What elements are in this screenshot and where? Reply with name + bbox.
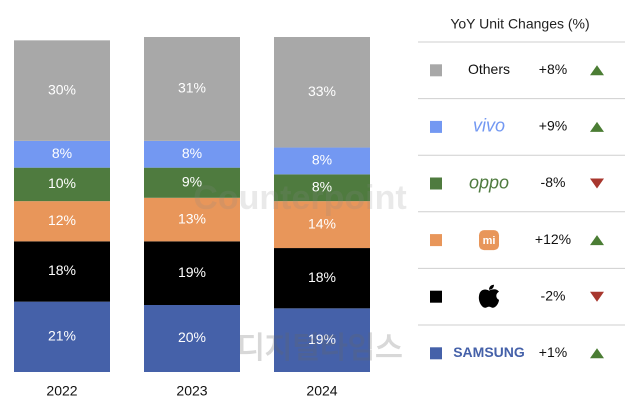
bar-segment: [274, 37, 370, 148]
bar-segment: [274, 308, 370, 372]
yoy-label: -8%: [541, 174, 566, 190]
legend-swatch: [430, 177, 442, 190]
yoy-label: +9%: [539, 118, 567, 134]
legend-swatch: [430, 290, 442, 303]
value-label: 19%: [178, 264, 206, 280]
legend-swatch: [430, 347, 442, 360]
watermark: Counterpoint: [193, 179, 406, 217]
legend-label: oppo: [469, 172, 509, 192]
value-label: 21%: [48, 328, 76, 344]
brand-icon: [478, 284, 499, 308]
bar-segment: [144, 167, 240, 198]
legend-title: YoY Unit Changes (%): [450, 16, 589, 32]
value-label: 18%: [48, 262, 76, 278]
logo-badge: [479, 230, 499, 251]
value-label: 18%: [308, 269, 336, 285]
arrow-down: [590, 291, 604, 302]
value-label: 12%: [48, 212, 76, 228]
x-tick-label: 2024: [306, 383, 337, 399]
legend-label: SAMSUNG: [453, 344, 525, 360]
bar-segment: [144, 197, 240, 242]
value-label: 10%: [48, 175, 76, 191]
bar-segment: [14, 301, 110, 372]
arrow-down: [590, 178, 604, 189]
bar-segment: [274, 201, 370, 249]
bar-segment: [14, 201, 110, 242]
value-label: 30%: [48, 81, 76, 97]
value-label: 9%: [182, 173, 202, 189]
arrow-up: [590, 121, 604, 132]
yoy-label: +1%: [539, 344, 567, 360]
yoy-label: +12%: [535, 231, 571, 247]
yoy-label: +8%: [539, 61, 567, 77]
bar-segment: [14, 40, 110, 141]
bar-segment: [274, 174, 370, 202]
bar-segment: [274, 147, 370, 175]
x-tick-label: 2022: [46, 383, 77, 399]
legend-swatch: [430, 64, 442, 77]
legend-label: vivo: [473, 116, 505, 136]
value-label: 8%: [312, 178, 332, 194]
bar-segment: [144, 305, 240, 372]
value-label: 8%: [182, 145, 202, 161]
arrow-up: [590, 235, 604, 246]
yoy-label: -2%: [541, 287, 566, 303]
arrow-up: [590, 65, 604, 76]
arrow-up: [590, 348, 604, 359]
value-label: 8%: [312, 152, 332, 168]
x-tick-label: 2023: [176, 383, 207, 399]
value-label: 19%: [308, 331, 336, 347]
bar-segment: [14, 167, 110, 202]
value-label: 13%: [178, 210, 206, 226]
legend-swatch: [430, 234, 442, 247]
value-label: 31%: [178, 80, 206, 96]
bar-segment: [14, 140, 110, 168]
value-label: 8%: [52, 145, 72, 161]
legend-swatch: [430, 120, 442, 133]
value-label: 14%: [308, 215, 336, 231]
legend-label: Others: [468, 61, 510, 77]
bar-segment: [14, 241, 110, 302]
bar-segment: [144, 140, 240, 168]
value-label: 20%: [178, 329, 206, 345]
value-label: 33%: [308, 83, 336, 99]
bar-segment: [274, 248, 370, 309]
bar-segment: [144, 241, 240, 305]
watermark: 디지털타임스: [237, 332, 403, 365]
bar-segment: [144, 37, 240, 141]
legend-label: mi: [483, 235, 496, 247]
